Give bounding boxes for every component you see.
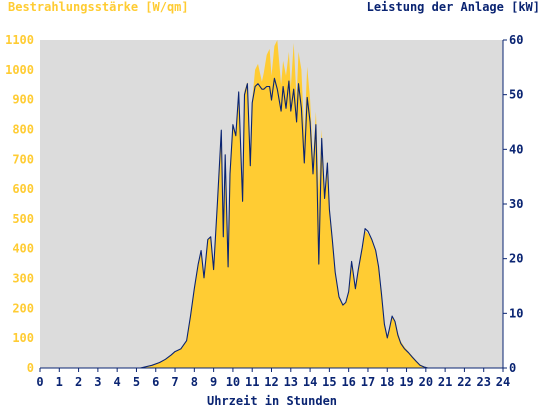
- x-tick-label: 6: [152, 375, 159, 389]
- x-tick-label: 20: [419, 375, 433, 389]
- x-tick-label: 18: [380, 375, 394, 389]
- x-tick-label: 10: [226, 375, 240, 389]
- right-axis-title: Leistung der Anlage [kW]: [366, 0, 540, 14]
- right-tick-label: 50: [509, 88, 523, 102]
- x-tick-label: 13: [284, 375, 298, 389]
- x-tick-label: 8: [191, 375, 198, 389]
- left-tick-label: 400: [12, 242, 34, 256]
- x-tick-label: 14: [303, 375, 317, 389]
- x-tick-label: 3: [94, 375, 101, 389]
- x-tick-label: 22: [457, 375, 471, 389]
- left-tick-label: 200: [12, 301, 34, 315]
- left-tick-label: 100: [12, 331, 34, 345]
- left-tick-label: 1000: [5, 63, 34, 77]
- right-tick-label: 10: [509, 306, 523, 320]
- x-tick-label: 9: [210, 375, 217, 389]
- x-tick-label: 7: [171, 375, 178, 389]
- left-tick-label: 600: [12, 182, 34, 196]
- x-tick-label: 0: [36, 375, 43, 389]
- right-tick-label: 60: [509, 33, 523, 47]
- x-tick-label: 23: [476, 375, 490, 389]
- x-tick-label: 15: [322, 375, 336, 389]
- x-tick-label: 17: [361, 375, 375, 389]
- right-tick-label: 20: [509, 252, 523, 266]
- left-tick-label: 0: [27, 361, 34, 375]
- x-tick-label: 19: [399, 375, 413, 389]
- x-tick-label: 4: [114, 375, 121, 389]
- x-tick-label: 2: [75, 375, 82, 389]
- x-tick-label: 12: [264, 375, 278, 389]
- x-tick-label: 5: [133, 375, 140, 389]
- left-tick-label: 800: [12, 122, 34, 136]
- x-tick-label: 16: [341, 375, 355, 389]
- x-tick-label: 24: [496, 375, 510, 389]
- x-tick-label: 1: [56, 375, 63, 389]
- left-axis-title: Bestrahlungsstärke [W/qm]: [8, 0, 189, 14]
- x-tick-label: 21: [438, 375, 452, 389]
- left-tick-label: 900: [12, 93, 34, 107]
- power-line: [40, 77, 503, 369]
- left-tick-label: 500: [12, 212, 34, 226]
- irradiance-area: [40, 40, 503, 368]
- left-tick-label: 1100: [5, 33, 34, 47]
- right-tick-label: 30: [509, 197, 523, 211]
- left-tick-label: 300: [12, 272, 34, 286]
- x-axis-title: Uhrzeit in Stunden: [206, 394, 338, 408]
- right-tick-label: 40: [509, 142, 523, 156]
- left-tick-label: 700: [12, 152, 34, 166]
- x-tick-label: 11: [245, 375, 259, 389]
- right-tick-label: 0: [509, 361, 516, 375]
